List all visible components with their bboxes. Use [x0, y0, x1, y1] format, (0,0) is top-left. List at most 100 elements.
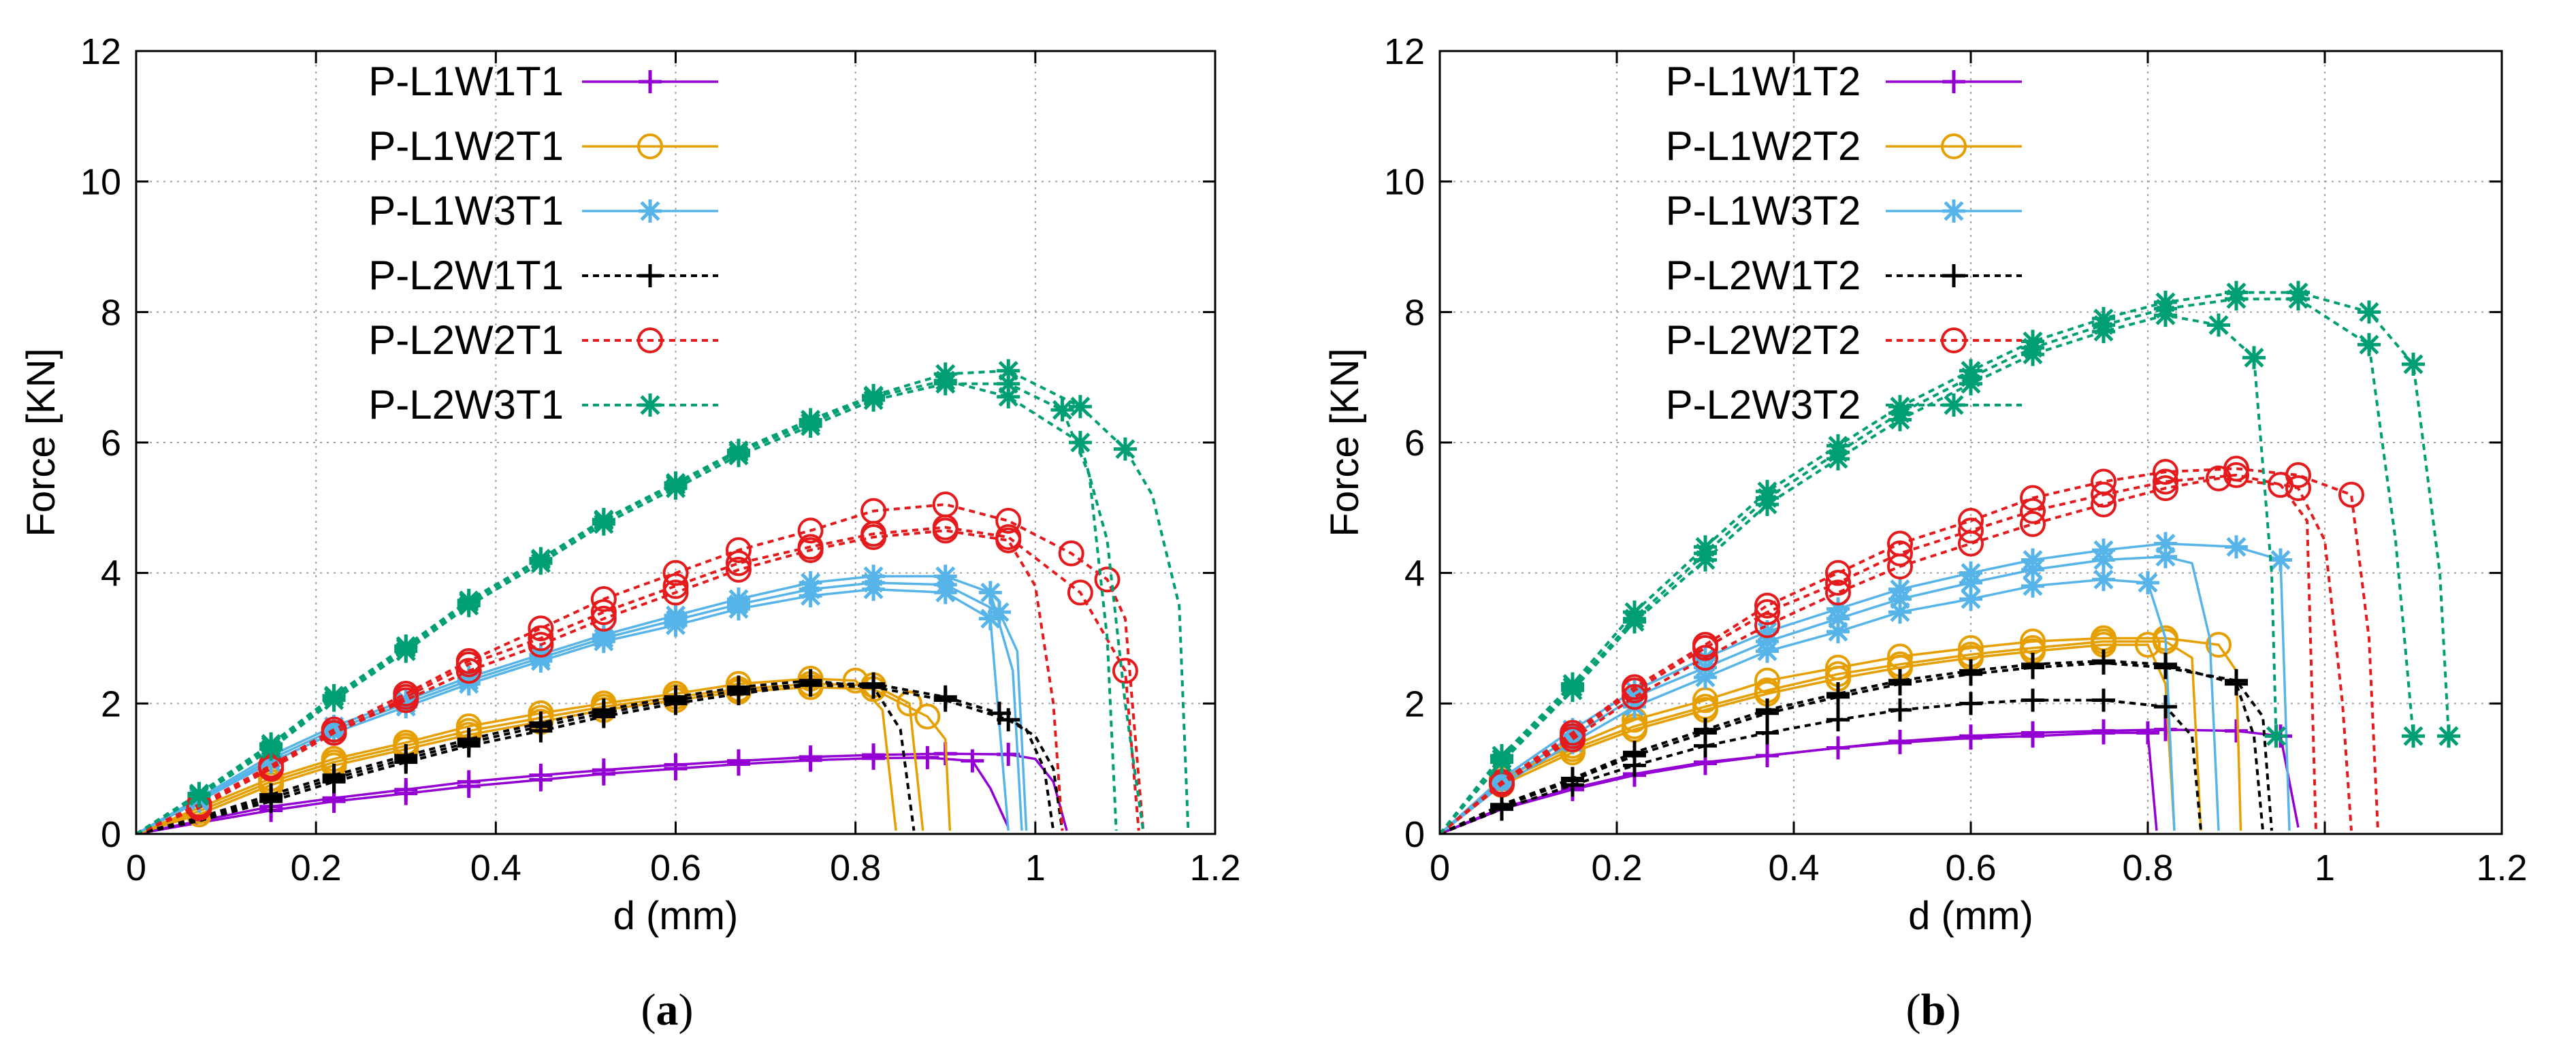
- data-point: [664, 692, 688, 715]
- data-point: [457, 775, 481, 799]
- data-point: [1561, 773, 1584, 797]
- data-point: [2021, 688, 2044, 712]
- data-point: [1490, 750, 1513, 774]
- data-point: [1754, 612, 1780, 639]
- data-point: [1888, 672, 1912, 696]
- data-point: [726, 752, 750, 776]
- series-P-L2W3T2: [1440, 280, 2460, 834]
- series-line: [136, 369, 1190, 834]
- data-point: [2091, 492, 2116, 518]
- data-point: [1692, 645, 1718, 671]
- data-point: [259, 737, 283, 761]
- data-point: [1959, 692, 1982, 715]
- data-point: [529, 646, 553, 670]
- data-point: [914, 703, 941, 730]
- data-point: [1622, 683, 1647, 710]
- data-point: [2153, 459, 2178, 485]
- data-point: [529, 551, 553, 575]
- data-point: [2021, 656, 2044, 679]
- data-point: [457, 734, 481, 758]
- data-point: [662, 573, 689, 599]
- legend-marker: [637, 133, 663, 159]
- series-P-L1W2T2: [1440, 625, 2242, 834]
- x-tick-label: 0.6: [1945, 848, 1996, 888]
- data-point: [2225, 669, 2248, 692]
- data-point: [259, 790, 283, 814]
- data-point: [1067, 579, 1093, 606]
- x-tick-label: 0.8: [2122, 848, 2173, 888]
- legend-label: P-L2W2T1: [368, 317, 564, 363]
- y-tick-label: 12: [80, 31, 121, 72]
- y-axis-label: Force [KN]: [1323, 348, 1367, 536]
- data-point: [2021, 574, 2044, 598]
- data-point: [1958, 517, 1984, 544]
- data-point: [1888, 729, 1912, 753]
- data-point: [725, 550, 752, 577]
- data-point: [528, 615, 554, 642]
- data-point: [2154, 718, 2177, 741]
- data-point: [1826, 620, 1850, 643]
- data-point: [799, 577, 822, 601]
- data-point: [1561, 679, 1584, 703]
- plot-frame: [1438, 50, 2503, 835]
- series-line: [136, 683, 1064, 834]
- legend-label: P-L1W1T1: [368, 59, 564, 104]
- data-point: [978, 581, 1002, 605]
- series-P-L2W2T1: [136, 492, 1145, 834]
- legend-marker: [1942, 199, 1965, 223]
- data-point: [2135, 632, 2161, 658]
- series-P-L1W1T1: [136, 742, 1068, 834]
- data-point: [860, 521, 887, 547]
- legend-marker: [1942, 264, 1965, 287]
- data-point: [997, 743, 1020, 767]
- data-point: [916, 745, 939, 769]
- data-point: [2285, 475, 2311, 502]
- series-line: [1440, 473, 2353, 834]
- legend-marker: [1942, 70, 1965, 93]
- series-line: [136, 581, 1028, 834]
- data-point: [664, 757, 688, 781]
- data-point: [2154, 695, 2177, 719]
- data-point: [1887, 553, 1913, 580]
- data-point: [2091, 481, 2116, 508]
- legend-marker: [1941, 327, 1967, 353]
- data-point: [797, 517, 824, 544]
- data-point: [799, 673, 822, 697]
- y-tick-label: 6: [101, 423, 121, 464]
- x-tick-label: 1.2: [2476, 848, 2527, 888]
- data-point: [1754, 592, 1780, 619]
- data-point: [2020, 511, 2046, 537]
- data-point: [896, 690, 922, 717]
- data-point: [1826, 447, 1850, 470]
- y-tick-label: 10: [1384, 162, 1425, 203]
- legend-label: P-L2W2T2: [1666, 317, 1861, 363]
- legend-label: P-L2W3T1: [368, 382, 564, 428]
- series-line: [136, 526, 1140, 834]
- data-point: [322, 790, 346, 814]
- x-tick-label: 1: [1025, 848, 1046, 888]
- data-point: [862, 388, 886, 412]
- legend-label: P-L2W3T2: [1666, 382, 1861, 428]
- data-point: [2092, 320, 2115, 344]
- legend-label: P-L1W3T1: [368, 188, 564, 234]
- data-point: [1490, 797, 1513, 821]
- x-tick-label: 1: [2315, 848, 2335, 888]
- data-point: [1623, 754, 1646, 777]
- legend-label: P-L1W1T2: [1666, 59, 1861, 104]
- data-point: [187, 784, 211, 808]
- data-point: [2020, 498, 2046, 524]
- y-tick-label: 10: [80, 162, 121, 203]
- data-point: [2225, 287, 2248, 311]
- y-tick-label: 0: [1404, 814, 1425, 855]
- data-point: [1825, 570, 1851, 596]
- data-point: [1825, 579, 1851, 606]
- series-line: [1440, 477, 2317, 834]
- data-point: [2268, 472, 2293, 498]
- data-point: [455, 651, 482, 677]
- data-point: [1112, 658, 1138, 684]
- y-tick-label: 4: [1404, 553, 1425, 594]
- plot-frame: [135, 50, 1217, 835]
- grid: [135, 50, 1216, 835]
- data-point: [664, 477, 688, 500]
